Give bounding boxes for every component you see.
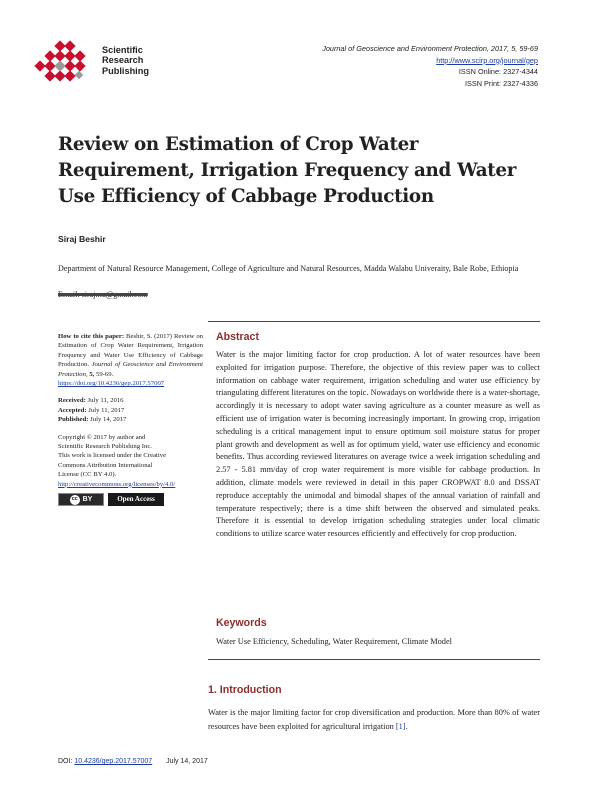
cite-volume: 5,: [89, 370, 95, 378]
keywords-text: Water Use Efficiency, Scheduling, Water …: [216, 637, 452, 646]
introduction-text: Water is the major limiting factor for c…: [208, 706, 540, 734]
journal-url-link[interactable]: http://www.scirp.org/journal/gep: [436, 55, 538, 65]
how-to-cite: How to cite this paper: Beshir, S. (2017…: [58, 332, 203, 388]
received-label: Received:: [58, 397, 86, 405]
citation-link[interactable]: [1].: [395, 721, 408, 731]
copyright: Copyright © 2017 by author and Scientifi…: [58, 433, 203, 507]
sidebar: How to cite this paper: Beshir, S. (2017…: [58, 332, 203, 514]
license-line: Commons Attribution International: [58, 461, 153, 469]
page-footer: DOI: 10.4236/gep.2017.57007 July 14, 201…: [58, 758, 208, 765]
published-date: July 14, 2017: [90, 416, 127, 424]
abstract-top-rule: [208, 321, 540, 323]
abstract-text: Water is the major limiting factor for c…: [216, 350, 540, 539]
copyright-line: Copyright © 2017 by author and: [58, 433, 146, 441]
author-affiliation: Department of Natural Resource Managemen…: [58, 264, 519, 273]
author-name: Siraj Beshir: [58, 234, 106, 244]
cc-by-badge[interactable]: cc BY: [58, 493, 104, 507]
paper-title: Review on Estimation of Crop Water Requi…: [58, 134, 517, 207]
srp-diamond-logo-icon: [34, 40, 86, 82]
publisher-name: Scientific Research Publishing: [102, 45, 149, 76]
issn-online: ISSN Online: 2327-4344: [458, 67, 538, 77]
footer-doi-link[interactable]: 10.4236/gep.2017.57007: [74, 758, 153, 765]
introduction-body: Water is the major limiting factor for c…: [208, 708, 540, 731]
accepted-label: Accepted:: [58, 406, 87, 414]
journal-meta: Journal of Geoscience and Environment Pr…: [322, 43, 538, 89]
published-label: Published:: [58, 416, 89, 424]
issn-print: ISSN Print: 2327-4336: [464, 78, 538, 88]
keywords-bottom-rule: [208, 659, 540, 661]
cite-journal: Journal of Geoscience and Environment Pr…: [58, 361, 203, 378]
cc-by-label: BY: [82, 495, 93, 503]
footer-date: July 14, 2017: [166, 758, 208, 765]
introduction-heading: 1. Introduction: [208, 684, 282, 696]
author-email: Email: sirajmu@gmail.com: [58, 290, 148, 299]
cc-icon: cc: [69, 494, 80, 505]
publisher-logo: Scientific Research Publishing: [32, 40, 162, 88]
accepted-date: July 11, 2017: [88, 406, 125, 414]
license-line: This work is licensed under the Creative: [58, 452, 167, 460]
journal-citation: Journal of Geoscience and Environment Pr…: [322, 44, 538, 53]
license-line: License (CC BY 4.0).: [58, 471, 117, 479]
cite-pages: 59-69.: [96, 370, 114, 378]
dates: Received: July 11, 2016 Accepted: July 1…: [58, 396, 203, 424]
license-link[interactable]: http://creativecommons.org/licenses/by/4…: [58, 480, 176, 488]
cite-text: Beshir, S. (2017) Review on Estimation o…: [58, 333, 204, 369]
copyright-line: Scientific Research Publishing Inc.: [58, 443, 152, 451]
license-badges: cc BY Open Access: [58, 493, 203, 507]
keywords-heading: Keywords: [216, 617, 267, 629]
footer-doi-label: DOI:: [58, 758, 73, 765]
open-access-badge[interactable]: Open Access: [108, 493, 164, 507]
abstract-heading: Abstract: [216, 331, 259, 343]
doi-link[interactable]: https://doi.org/10.4236/gep.2017.57007: [58, 380, 165, 388]
received-date: July 11, 2016: [87, 397, 124, 405]
cite-label: How to cite this paper:: [58, 333, 125, 340]
